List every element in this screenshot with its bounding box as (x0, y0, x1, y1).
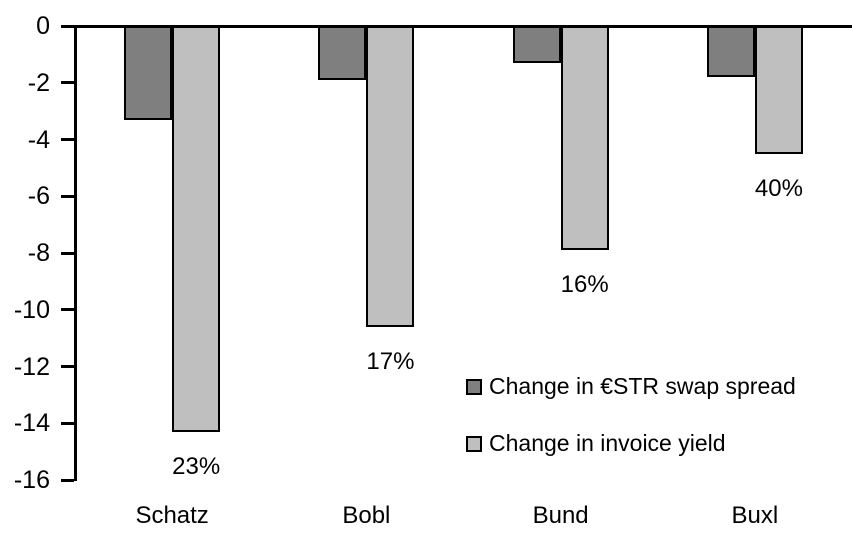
legend-label: Change in €STR swap spread (489, 373, 796, 399)
y-tick-mark (61, 194, 74, 198)
y-tick-mark (61, 308, 74, 312)
legend-swatch-icon (466, 378, 482, 395)
y-tick-label: -8 (27, 239, 50, 267)
bar-bund-series2 (560, 26, 609, 251)
category-label-buxl: Buxl (731, 502, 779, 529)
bar-buxl-series1 (706, 26, 755, 78)
y-tick-mark (61, 251, 74, 255)
y-tick-label: -2 (27, 68, 50, 97)
y-tick-label: -6 (27, 182, 50, 211)
legend-item-series1: Change in €STR swap spread (466, 375, 796, 398)
y-tick-label: 0 (36, 12, 50, 40)
bar-schatz-series2 (172, 26, 221, 432)
bar-bobl-series1 (318, 26, 367, 80)
y-tick-mark (61, 24, 74, 28)
legend-swatch-icon (466, 435, 482, 452)
y-tick-label: -16 (13, 466, 50, 494)
bar-bund-series1 (512, 26, 561, 63)
legend-label: Change in invoice yield (489, 430, 726, 456)
bar-buxl-series2 (754, 26, 803, 154)
y-tick-label: -12 (13, 352, 50, 381)
y-tick-label: -10 (13, 295, 50, 324)
y-tick-label: -14 (13, 409, 50, 438)
data-label-bund: 16% (560, 271, 609, 299)
y-tick-mark (61, 81, 74, 85)
legend: Change in €STR swap spread Change in invo… (466, 375, 796, 489)
bar-schatz-series1 (124, 26, 173, 120)
bar-bobl-series2 (366, 26, 415, 327)
data-label-bobl: 17% (366, 347, 415, 375)
y-tick-mark (61, 365, 74, 368)
data-label-schatz: 23% (172, 452, 221, 480)
y-tick-mark (61, 138, 74, 141)
y-axis-line (74, 25, 77, 481)
y-tick-label: -4 (27, 125, 50, 154)
category-label-bobl: Bobl (342, 502, 391, 529)
category-label-bund: Bund (532, 502, 589, 529)
category-label-schatz: Schatz (135, 502, 209, 529)
y-tick-mark (61, 478, 74, 482)
x-axis-zero-line (75, 25, 852, 28)
legend-item-series2: Change in invoice yield (466, 432, 796, 455)
data-label-buxl: 40% (754, 174, 803, 202)
y-tick-mark (61, 421, 74, 425)
